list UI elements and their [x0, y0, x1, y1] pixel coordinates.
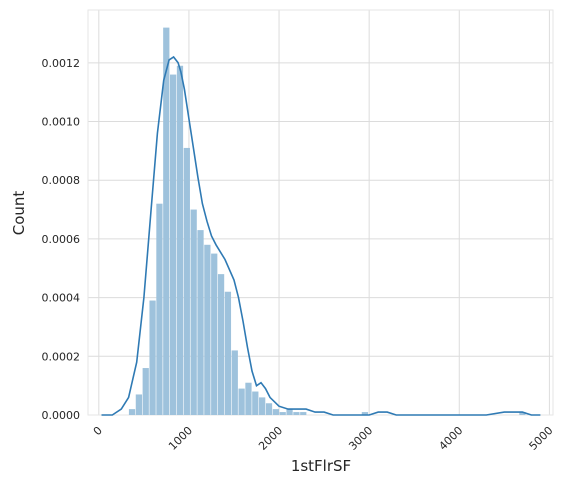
- histogram-bar: [197, 230, 204, 415]
- y-tick-label: 0.0002: [42, 350, 81, 363]
- histogram-bar: [204, 244, 211, 415]
- histogram-bar: [217, 274, 225, 415]
- histogram-bar: [361, 412, 369, 415]
- histogram-bar: [190, 209, 197, 415]
- histogram-bar: [224, 291, 232, 415]
- histogram-bar: [170, 74, 177, 415]
- histogram-bar: [286, 409, 293, 415]
- histogram-bar: [135, 394, 143, 415]
- histogram-bar: [149, 300, 156, 415]
- histogram-bars: [128, 27, 526, 416]
- histogram-bar: [279, 412, 286, 415]
- y-tick-label: 0.0006: [42, 233, 81, 246]
- histogram-bar: [265, 403, 273, 415]
- kde-density-line: [101, 55, 541, 416]
- histogram-bar: [259, 397, 266, 415]
- y-axis-title: Count: [10, 191, 28, 236]
- histogram-bar: [211, 253, 218, 415]
- histogram-bar: [293, 412, 300, 415]
- histogram-bar: [176, 65, 184, 416]
- histogram-bar: [142, 368, 149, 415]
- y-tick-label: 0.0008: [42, 174, 81, 187]
- histogram-bar: [156, 203, 163, 415]
- histogram-bar: [128, 409, 136, 415]
- y-tick-labels: 0.0000 0.0002 0.0004 0.0006 0.0008 0.0010 0.00…: [42, 57, 81, 422]
- histogram-bar: [272, 409, 279, 415]
- y-tick-label: 0.0000: [42, 409, 81, 422]
- y-tick-label: 0.0012: [42, 57, 81, 70]
- plot-area-frame: [87, 9, 554, 416]
- y-tick-label: 0.0010: [42, 116, 81, 129]
- histogram-bar: [519, 412, 526, 415]
- histogram-bar: [183, 147, 190, 415]
- histogram-bar: [245, 382, 252, 415]
- y-tick-label: 0.0004: [42, 292, 81, 305]
- histogram-bar: [231, 350, 238, 415]
- histogram-bar: [252, 391, 259, 415]
- histogram-bar: [300, 412, 307, 415]
- histogram-bar: [238, 388, 245, 415]
- histogram-bar: [163, 27, 170, 415]
- x-axis-title: 1stFlrSF: [291, 457, 351, 475]
